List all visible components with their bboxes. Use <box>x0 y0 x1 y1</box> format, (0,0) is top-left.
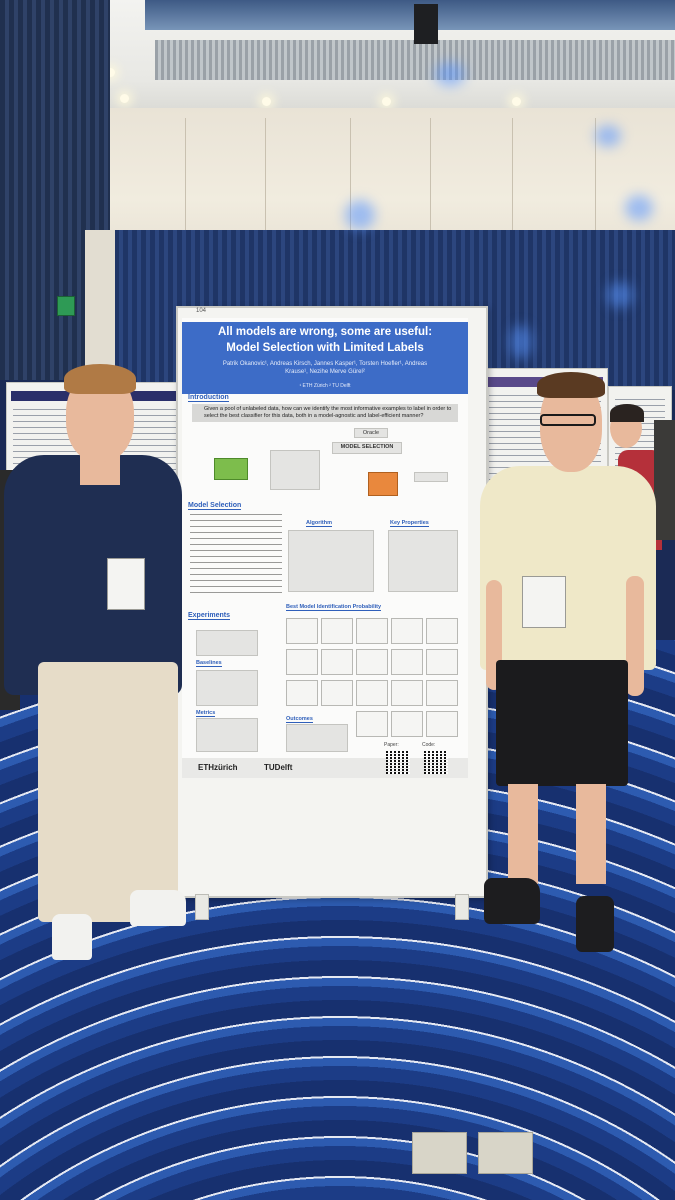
right-person-shoe <box>484 878 540 924</box>
ceiling-lamp <box>382 97 391 106</box>
poster-header <box>182 322 468 394</box>
left-person-shoe <box>130 890 186 926</box>
left-person-hair <box>64 364 136 394</box>
ceiling-lamp <box>106 68 115 77</box>
model-selection-text <box>190 514 282 596</box>
left-person-trousers <box>38 662 178 922</box>
section-metrics: Metrics <box>196 710 216 717</box>
right-person-shorts <box>496 660 628 786</box>
results-plot <box>321 618 353 644</box>
section-outcomes: Outcomes <box>286 716 313 723</box>
background-attendee-hair <box>610 404 644 422</box>
outcomes-box <box>286 724 348 752</box>
tu-delft-logo: TUDelft <box>264 763 293 772</box>
results-plot-grid <box>286 618 462 742</box>
board-number-tag: 104 <box>196 308 207 314</box>
section-best-model-identification: Best Model Identification Probability <box>286 604 382 611</box>
code-qr-code-icon <box>424 750 448 774</box>
right-person-arm <box>626 576 644 696</box>
poster-authors: Patrik Okanovic¹, Andreas Kirsch, Jannes… <box>222 361 428 375</box>
results-plot <box>426 680 458 706</box>
section-baselines: Baselines <box>196 660 222 667</box>
wall-panel-seam <box>430 118 431 333</box>
results-plot <box>426 711 458 737</box>
results-plot <box>286 649 318 675</box>
research-poster: All models are wrong, some are useful: M… <box>182 318 468 778</box>
results-plot <box>356 618 388 644</box>
diagram-best-model <box>368 472 398 496</box>
paper-qr-code-icon <box>386 750 410 774</box>
stage-light-spot <box>345 200 375 230</box>
poster-board-leg <box>455 894 469 920</box>
right-person-badge <box>522 576 566 628</box>
right-person-hair <box>537 372 605 398</box>
glasses-icon <box>540 414 596 426</box>
stage-light-spot <box>607 282 633 308</box>
results-plot <box>321 680 353 706</box>
baselines-box <box>196 670 258 706</box>
results-plot <box>391 680 423 706</box>
right-person-leg <box>576 784 606 884</box>
results-plot <box>356 711 388 737</box>
algorithm-box <box>288 530 374 592</box>
stage-light-spot <box>435 62 465 86</box>
left-person-shoe <box>52 914 92 960</box>
right-person-leg <box>508 784 538 884</box>
results-plot <box>426 618 458 644</box>
stage-light-spot <box>625 195 653 221</box>
stage-light-spot <box>510 325 532 359</box>
results-plot <box>391 711 423 737</box>
diagram-predictions <box>270 450 320 490</box>
poster-title-line1: All models are wrong, some are useful: <box>217 326 433 338</box>
results-plot <box>391 649 423 675</box>
stage-light-spot <box>595 125 621 147</box>
paper-label: Paper: <box>384 742 399 748</box>
poster-question: Given a pool of unlabeled data, how can … <box>192 404 458 422</box>
section-algorithm: Algorithm <box>306 520 332 527</box>
ceiling-lamp <box>512 97 521 106</box>
background-attendee <box>654 420 675 540</box>
results-plot <box>321 649 353 675</box>
section-key-properties: Key Properties <box>390 520 429 527</box>
eth-zurich-logo: ETHzürich <box>198 763 238 772</box>
results-plot <box>356 649 388 675</box>
ceiling-vent <box>155 40 675 80</box>
diagram-model-pool <box>214 458 248 480</box>
wall-panel-seam <box>185 118 186 333</box>
poster-board-leg <box>195 894 209 920</box>
ceiling-lamp <box>262 97 271 106</box>
wall-panel-seam <box>265 118 266 333</box>
floor-outlet-plate <box>412 1132 467 1174</box>
key-properties-box <box>388 530 458 592</box>
diagram-oracle: Oracle <box>354 428 388 438</box>
code-label: Code: <box>422 742 436 748</box>
section-experiments: Experiments <box>188 612 231 620</box>
diagram-model-selection: MODEL SELECTION <box>332 442 402 454</box>
results-plot <box>426 649 458 675</box>
section-model-selection: Model Selection <box>188 502 242 510</box>
ceiling-lamp <box>120 94 129 103</box>
poster-title-line2: Model Selection with Limited Labels <box>226 342 424 354</box>
results-plot <box>286 680 318 706</box>
floor-outlet-plate <box>478 1132 533 1174</box>
results-plot <box>391 618 423 644</box>
poster-affiliations: ¹ ETH Zürich ² TU Delft <box>299 383 351 389</box>
wall-panel-seam <box>512 118 513 333</box>
results-plot <box>356 680 388 706</box>
exit-sign <box>57 296 75 316</box>
pillar <box>85 230 115 390</box>
metrics-box <box>196 718 258 752</box>
left-person-badge <box>107 558 145 610</box>
left-person-shirt <box>4 455 182 695</box>
ceiling-speaker <box>414 4 438 44</box>
experiments-box <box>196 630 258 656</box>
diagram-output <box>414 472 448 482</box>
ceiling-lighting-strip <box>145 0 675 30</box>
right-person-shoe <box>576 896 614 952</box>
wall-panel-seam <box>595 118 596 333</box>
section-introduction: Introduction <box>188 394 229 402</box>
results-plot <box>286 618 318 644</box>
